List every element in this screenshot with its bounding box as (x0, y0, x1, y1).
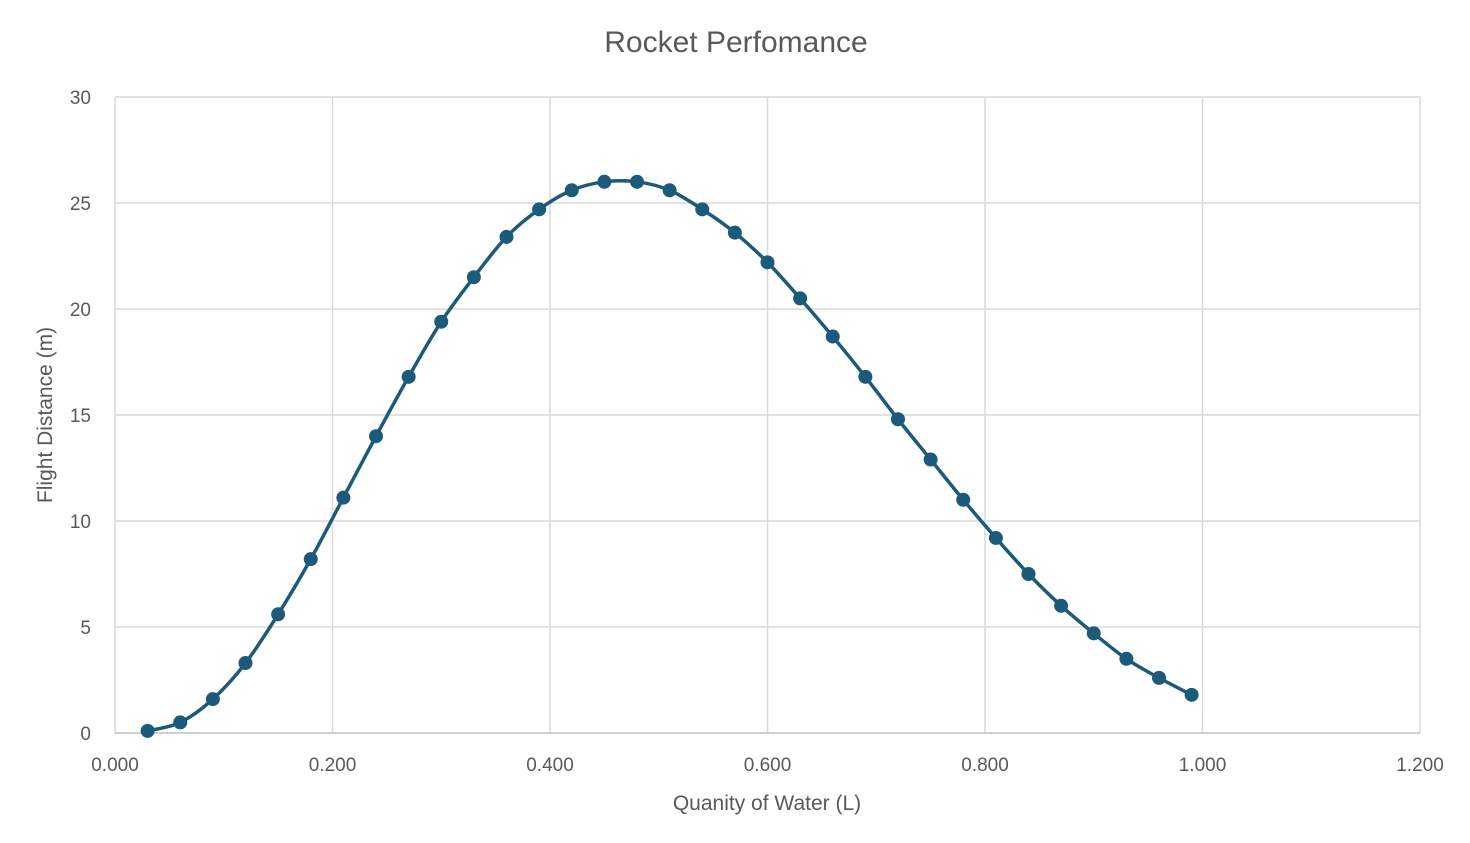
data-point (760, 255, 775, 270)
data-point (532, 202, 547, 217)
data-point (434, 314, 449, 329)
series-line (145, 178, 1194, 733)
data-point (988, 530, 1003, 545)
data-point (1086, 626, 1101, 641)
data-point (891, 412, 905, 427)
data-point (662, 183, 677, 198)
data-point (858, 369, 873, 384)
data-point (1152, 670, 1166, 685)
y-tick-label: 25 (70, 194, 91, 215)
x-tick-label: 1.000 (1179, 755, 1227, 776)
data-point (499, 229, 514, 244)
y-axis-label: Flight Distance (m) (34, 327, 57, 503)
x-tick-label: 0.400 (526, 755, 574, 776)
data-point (630, 174, 644, 189)
data-point (1021, 567, 1036, 581)
y-tick-label: 0 (80, 724, 91, 745)
data-point (825, 329, 840, 344)
data-point (140, 723, 155, 738)
series-layer (140, 174, 1199, 738)
data-point (336, 490, 351, 505)
data-point (271, 607, 286, 622)
x-axis-label: Quanity of Water (L) (673, 792, 861, 815)
y-tick-label: 5 (80, 618, 91, 639)
data-point (727, 225, 742, 240)
x-tick-label: 0.800 (961, 755, 1009, 776)
y-axis-ticks: 0 5 10 15 20 25 30 (70, 88, 91, 745)
data-point (1184, 687, 1199, 702)
gridlines (114, 96, 1421, 734)
y-tick-label: 10 (70, 512, 91, 533)
data-point (597, 174, 612, 189)
data-point (369, 429, 383, 444)
data-point (695, 202, 710, 217)
data-point (173, 715, 188, 730)
data-point (923, 452, 938, 467)
data-point (303, 552, 318, 567)
x-axis-ticks: 0.000 0.200 0.400 0.600 0.800 1.000 1.200 (91, 755, 1444, 776)
x-tick-label: 0.000 (91, 755, 139, 776)
chart-title: Rocket Perfomance (604, 26, 867, 59)
y-tick-label: 30 (70, 88, 91, 109)
x-tick-label: 0.600 (744, 755, 792, 776)
x-tick-label: 0.200 (309, 755, 357, 776)
data-point (793, 291, 808, 306)
data-point (1054, 598, 1069, 613)
data-point (205, 692, 220, 707)
data-point (238, 656, 253, 671)
data-point (466, 270, 481, 285)
y-tick-label: 15 (70, 406, 91, 427)
y-tick-label: 20 (70, 300, 91, 321)
data-point (956, 492, 971, 507)
data-point (1119, 651, 1134, 666)
x-tick-label: 1.200 (1396, 755, 1444, 776)
data-point (401, 369, 416, 384)
data-point (564, 183, 579, 198)
